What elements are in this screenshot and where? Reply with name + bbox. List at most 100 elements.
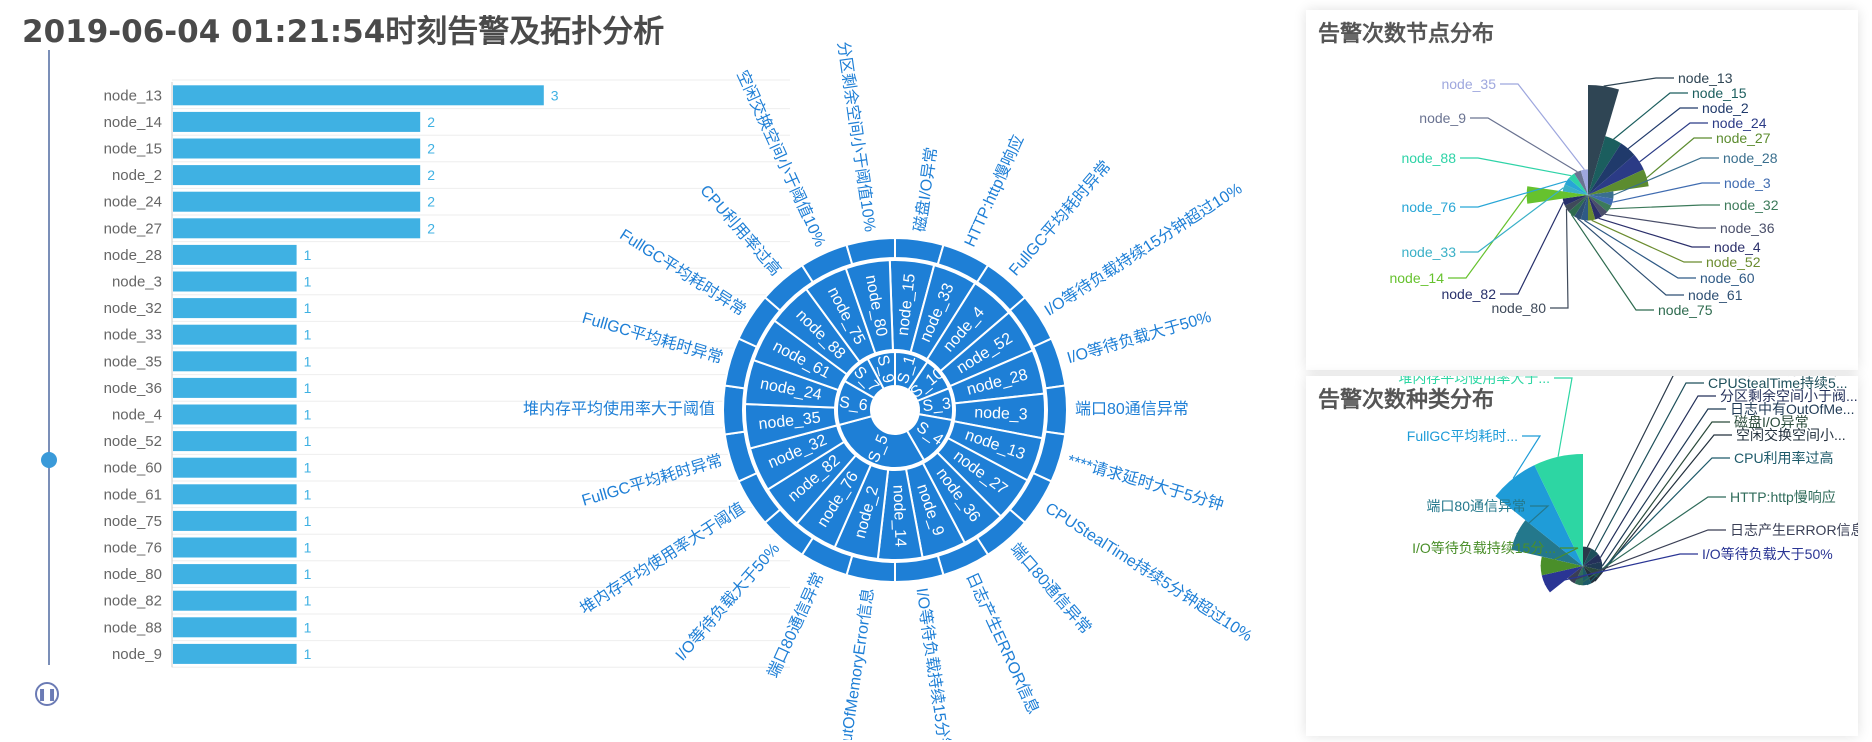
label-line <box>1599 421 1730 575</box>
y-tick-label: node_3 <box>112 274 162 291</box>
rose-slice-9[interactable] <box>1541 566 1583 593</box>
bar-value-label: 2 <box>427 114 435 130</box>
bar-node_82[interactable] <box>173 590 297 611</box>
rose-slice-9[interactable] <box>1588 195 1602 220</box>
rose-slice-8[interactable] <box>1588 195 1608 217</box>
bar-node_76[interactable] <box>173 537 297 558</box>
bar-node_33[interactable] <box>173 324 297 345</box>
bar-node_61[interactable] <box>173 484 297 505</box>
rose-slice-7[interactable] <box>1588 195 1612 212</box>
bar-node_27[interactable] <box>173 218 421 239</box>
y-tick-label: node_88 <box>104 619 162 636</box>
rose-slice-1[interactable] <box>1583 548 1599 566</box>
y-tick-label: node_60 <box>104 460 162 477</box>
bar-node_9[interactable] <box>173 643 297 664</box>
sunburst-outer-segment[interactable] <box>1044 384 1068 436</box>
bar-value-label: 1 <box>304 460 312 476</box>
sunburst-outer-label: 堆内存平均使用率大于阈值 <box>523 400 715 418</box>
rose-label: 日志中有OutOfMe... <box>1730 401 1854 417</box>
sunburst-segment-node_80[interactable] <box>844 259 894 355</box>
node-distribution-panel: 告警次数节点分布 node_13 node_15 node_2 node_24 node… <box>1306 10 1858 370</box>
bar-node_24[interactable] <box>173 191 421 212</box>
rose-slice-16[interactable] <box>1526 186 1588 204</box>
bar-node_52[interactable] <box>173 431 297 452</box>
rose-slice-12[interactable] <box>1574 195 1588 220</box>
bar-node_32[interactable] <box>173 298 297 319</box>
rose-slice-13[interactable] <box>1534 454 1583 566</box>
sunburst-outer-segment[interactable] <box>722 384 746 436</box>
bar-value-label: 2 <box>427 194 435 210</box>
rose-label: 堆内存平均使用率大于... <box>1398 376 1550 386</box>
bar-node_80[interactable] <box>173 564 297 585</box>
sunburst-chart: S_1S_10S_3S_4S_5S_6S_7S_9node_15node_33n… <box>523 40 1255 740</box>
rose-slice-11[interactable] <box>1580 195 1588 221</box>
rose-slice-0[interactable] <box>1588 85 1619 195</box>
rose-label: node_75 <box>1658 302 1713 318</box>
node-pie-title: 告警次数节点分布 <box>1318 22 1495 47</box>
rose-slice-6[interactable] <box>1588 195 1614 206</box>
sunburst-segment-S_5[interactable] <box>837 414 926 469</box>
rose-slice-10[interactable] <box>1588 195 1596 221</box>
timeline-handle[interactable] <box>41 452 57 468</box>
rose-slice-5[interactable] <box>1588 191 1614 199</box>
y-tick-label: node_13 <box>104 87 162 104</box>
rose-slice-2[interactable] <box>1588 143 1635 195</box>
rose-slice-15[interactable] <box>1562 195 1588 206</box>
rose-slice-18[interactable] <box>1564 178 1588 195</box>
rose-slice-14[interactable] <box>1564 195 1588 212</box>
rose-slice-7[interactable] <box>1574 566 1583 586</box>
rose-slice-12[interactable] <box>1495 465 1583 566</box>
rose-label: FullGC平均耗时... <box>1407 428 1518 444</box>
rose-slice-19[interactable] <box>1568 173 1588 195</box>
bar-value-label: 1 <box>304 327 312 343</box>
bar-node_2[interactable] <box>173 165 421 186</box>
sunburst-segment-S_9[interactable] <box>866 350 896 391</box>
label-line <box>1500 83 1585 171</box>
bar-node_28[interactable] <box>173 244 297 265</box>
label-line <box>1594 434 1732 582</box>
bar-node_4[interactable] <box>173 404 297 425</box>
rose-slice-13[interactable] <box>1568 195 1588 217</box>
rose-label: node_32 <box>1724 197 1779 213</box>
y-tick-label: node_36 <box>104 380 162 397</box>
label-line <box>1512 435 1542 479</box>
y-tick-label: node_28 <box>104 247 162 264</box>
rose-label: node_61 <box>1688 287 1743 303</box>
label-line <box>1604 213 1716 229</box>
rose-slice-0[interactable] <box>1583 546 1592 566</box>
bar-value-label: 1 <box>304 619 312 635</box>
rose-slice-4[interactable] <box>1588 169 1649 195</box>
label-line <box>1627 107 1698 150</box>
rose-label: 日志产生ERROR信息 <box>1730 522 1858 538</box>
label-line <box>1544 553 1698 585</box>
bar-node_88[interactable] <box>173 617 297 638</box>
rose-label: node_52 <box>1706 254 1761 270</box>
bar-node_14[interactable] <box>173 111 421 132</box>
label-line <box>1460 180 1567 208</box>
bar-node_13[interactable] <box>173 85 544 106</box>
sunburst-outer-label: CPU利用率过高 <box>696 182 784 280</box>
rose-slice-8[interactable] <box>1567 566 1583 584</box>
pause-button[interactable]: ❚❚ <box>35 682 59 706</box>
bar-node_35[interactable] <box>173 351 297 372</box>
rose-label: node_4 <box>1714 239 1761 255</box>
bar-node_3[interactable] <box>173 271 297 292</box>
bar-value-label: 1 <box>304 353 312 369</box>
type-rose-chart: ****请求延时大于5分钟CPUStealTime持续5...分区剩余空间小于阀… <box>1398 376 1858 593</box>
bar-node_60[interactable] <box>173 457 297 478</box>
rose-slice-3[interactable] <box>1583 561 1603 571</box>
rose-slice-21[interactable] <box>1580 169 1588 195</box>
rose-slice-2[interactable] <box>1583 553 1602 566</box>
y-tick-label: node_32 <box>104 300 162 317</box>
bar-node_36[interactable] <box>173 377 297 398</box>
bar-node_15[interactable] <box>173 138 421 159</box>
bar-value-label: 1 <box>304 407 312 423</box>
rose-slice-17[interactable] <box>1562 184 1588 195</box>
sunburst-outer-segment[interactable] <box>845 236 896 266</box>
rose-slice-20[interactable] <box>1574 170 1588 195</box>
bar-node_75[interactable] <box>173 510 297 531</box>
rose-slice-3[interactable] <box>1588 154 1644 195</box>
rose-label: CPU利用率过高 <box>1734 450 1834 466</box>
rose-label: I/O等待负载持续15分... <box>1412 540 1556 556</box>
rose-slice-1[interactable] <box>1588 136 1622 195</box>
